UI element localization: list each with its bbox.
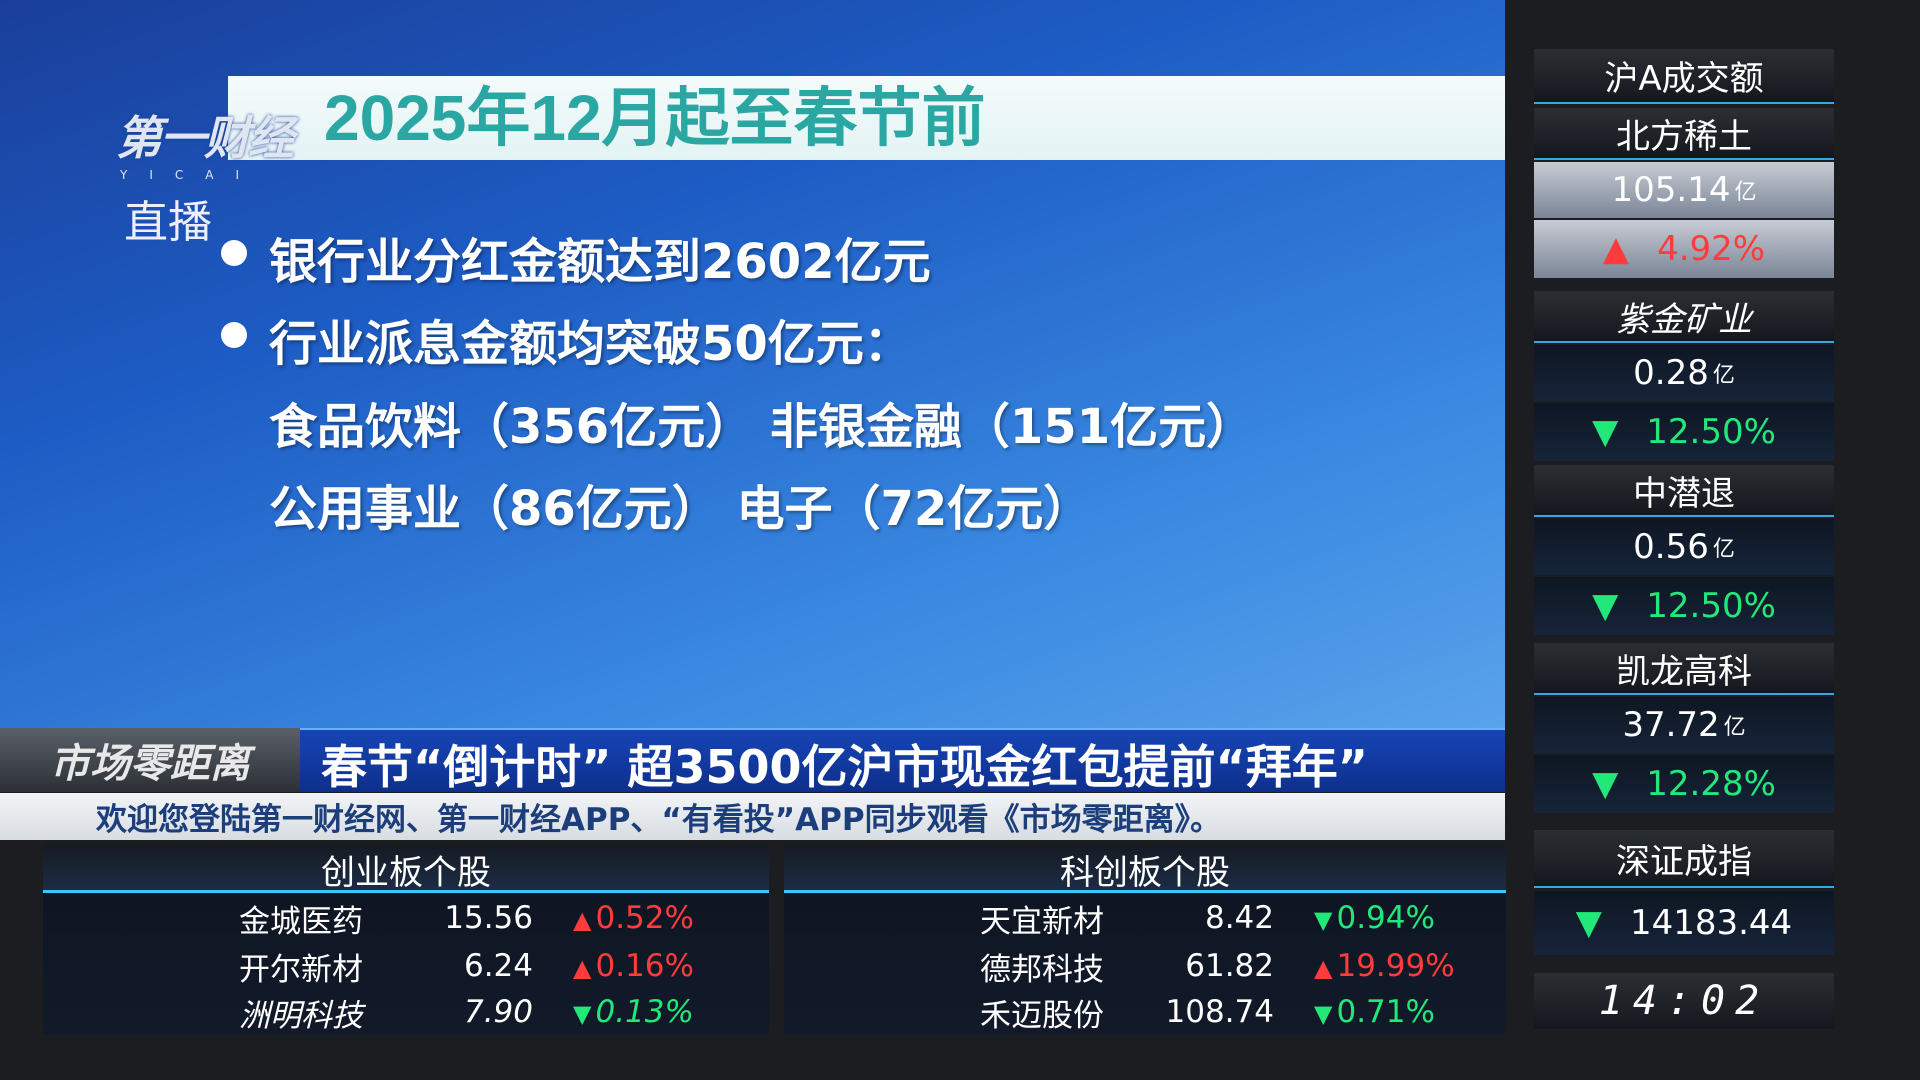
- unit-label: 亿: [1723, 715, 1746, 740]
- sidebar-change: ▼ 12.28%: [1534, 755, 1834, 813]
- channel-logo: 第一财经: [116, 111, 294, 165]
- stock-row: 金城医药 15.56 ▲ 0.52%: [43, 895, 769, 941]
- sidebar-stock-name: 中潜退: [1534, 465, 1834, 517]
- bullet-icon: [221, 240, 247, 266]
- stock-row: 洲明科技 7.90 ▼ 0.13%: [43, 989, 769, 1035]
- stock-change: ▲ 0.16%: [533, 948, 694, 984]
- stock-price: 8.42: [1204, 900, 1274, 936]
- sidebar-title: 沪A成交额: [1534, 49, 1834, 104]
- down-arrow-icon: ▼: [1314, 906, 1333, 934]
- sidebar-stock-name: 凯龙高科: [1534, 643, 1834, 695]
- sidebar-change: ▼ 12.50%: [1534, 403, 1834, 461]
- stock-name: 金城医药: [239, 903, 363, 940]
- stock-change: ▼ 0.94%: [1274, 900, 1435, 936]
- up-arrow-icon: ▲: [1314, 954, 1333, 982]
- stock-name: 开尔新材: [239, 951, 363, 988]
- stock-name: 禾迈股份: [980, 997, 1104, 1034]
- change-value: 4.92%: [1657, 229, 1766, 269]
- change-value: 0.13%: [595, 994, 694, 1030]
- clock: 14:02: [1534, 973, 1834, 1029]
- change-value: 12.50%: [1646, 586, 1776, 626]
- slide-title-bar: 2025年12月起至春节前: [228, 76, 1505, 160]
- news-ticker: 欢迎您登陆第一财经网、第一财经APP、“有看投”APP同步观看《市场零距离》。: [0, 793, 1505, 840]
- stock-change: ▼ 0.71%: [1274, 994, 1435, 1030]
- up-arrow-icon: ▲: [573, 954, 592, 982]
- stock-price: 61.82: [1185, 948, 1274, 984]
- stock-row: 天宜新材 8.42 ▼ 0.94%: [784, 895, 1506, 941]
- show-logo: 市场零距离: [0, 728, 300, 792]
- change-value: 0.94%: [1336, 900, 1435, 936]
- slide-line: 食品饮料（356亿元） 非银金融（151亿元）: [269, 399, 1255, 455]
- index-value-row: ▼ 14183.44: [1534, 891, 1834, 955]
- sidebar-amount: 0.28 亿: [1534, 345, 1834, 401]
- down-arrow-icon: ▼: [1592, 412, 1619, 452]
- headline: 春节“倒计时” 超3500亿沪市现金红包提前“拜年”: [321, 740, 1368, 794]
- sidebar-stock-name: 北方稀土: [1534, 108, 1834, 160]
- slide-line: 行业派息金额均突破50亿元：: [269, 316, 912, 372]
- live-label: 直播: [124, 197, 212, 248]
- up-arrow-icon: ▲: [573, 906, 592, 934]
- up-arrow-icon: ▲: [1602, 229, 1630, 269]
- change-value: 0.16%: [595, 948, 694, 984]
- sidebar-amount: 0.56 亿: [1534, 519, 1834, 575]
- down-arrow-icon: ▼: [1592, 764, 1619, 804]
- stock-price: 108.74: [1165, 994, 1274, 1030]
- stock-row: 禾迈股份 108.74 ▼ 0.71%: [784, 989, 1506, 1035]
- channel-logo-sub: YICAI: [120, 168, 261, 182]
- sidebar-amount: 105.14 亿: [1534, 162, 1834, 218]
- amount-value: 0.28: [1633, 353, 1709, 393]
- sidebar-stock-name: 紫金矿业: [1534, 291, 1834, 343]
- stock-name: 德邦科技: [980, 951, 1104, 988]
- slide-title: 2025年12月起至春节前: [324, 82, 986, 154]
- down-arrow-icon: ▼: [1314, 1000, 1333, 1028]
- stock-row: 开尔新材 6.24 ▲ 0.16%: [43, 943, 769, 989]
- stock-price: 7.90: [463, 994, 533, 1030]
- slide-line: 银行业分红金额达到2602亿元: [269, 234, 931, 290]
- stock-name: 洲明科技: [239, 997, 363, 1034]
- stock-price: 6.24: [463, 948, 533, 984]
- stock-name: 天宜新材: [980, 903, 1104, 940]
- change-value: 0.52%: [595, 900, 694, 936]
- stock-price: 15.56: [444, 900, 533, 936]
- index-name: 深证成指: [1534, 830, 1834, 888]
- bullet-icon: [221, 322, 247, 348]
- stock-change: ▲ 19.99%: [1274, 948, 1455, 984]
- change-value: 19.99%: [1336, 948, 1455, 984]
- change-value: 12.50%: [1646, 412, 1776, 452]
- unit-label: 亿: [1712, 363, 1735, 388]
- sidebar-amount: 37.72 亿: [1534, 697, 1834, 753]
- down-arrow-icon: ▼: [1575, 903, 1602, 943]
- panel-title: 创业板个股: [43, 845, 769, 893]
- panel-title: 科创板个股: [784, 845, 1506, 893]
- stock-change: ▲ 0.52%: [533, 900, 694, 936]
- stock-row: 德邦科技 61.82 ▲ 19.99%: [784, 943, 1506, 989]
- unit-label: 亿: [1734, 180, 1757, 205]
- down-arrow-icon: ▼: [1592, 586, 1619, 626]
- amount-value: 105.14: [1611, 170, 1731, 210]
- slide-line: 公用事业（86亿元） 电子（72亿元）: [269, 481, 1092, 537]
- amount-value: 0.56: [1633, 527, 1709, 567]
- sidebar-change: ▼ 12.50%: [1534, 577, 1834, 635]
- sidebar-change: ▲ 4.92%: [1534, 220, 1834, 278]
- unit-label: 亿: [1712, 537, 1735, 562]
- change-value: 12.28%: [1646, 764, 1776, 804]
- panel-star-market: 科创板个股 天宜新材 8.42 ▼ 0.94% 德邦科技 61.82 ▲ 19.99% 禾迈股份…: [784, 845, 1506, 1035]
- panel-chinext: 创业板个股 金城医药 15.56 ▲ 0.52% 开尔新材 6.24 ▲ 0.16% 洲明科技 7…: [43, 845, 769, 1035]
- down-arrow-icon: ▼: [573, 1000, 592, 1028]
- change-value: 0.71%: [1336, 994, 1435, 1030]
- turnover-sidebar: 沪A成交额 北方稀土 105.14 亿 ▲ 4.92% 紫金矿业 0.28 亿 ▼ 12.50% 中潜…: [1534, 49, 1834, 1029]
- amount-value: 37.72: [1622, 705, 1720, 745]
- stock-change: ▼ 0.13%: [533, 994, 694, 1030]
- index-value: 14183.44: [1629, 903, 1793, 943]
